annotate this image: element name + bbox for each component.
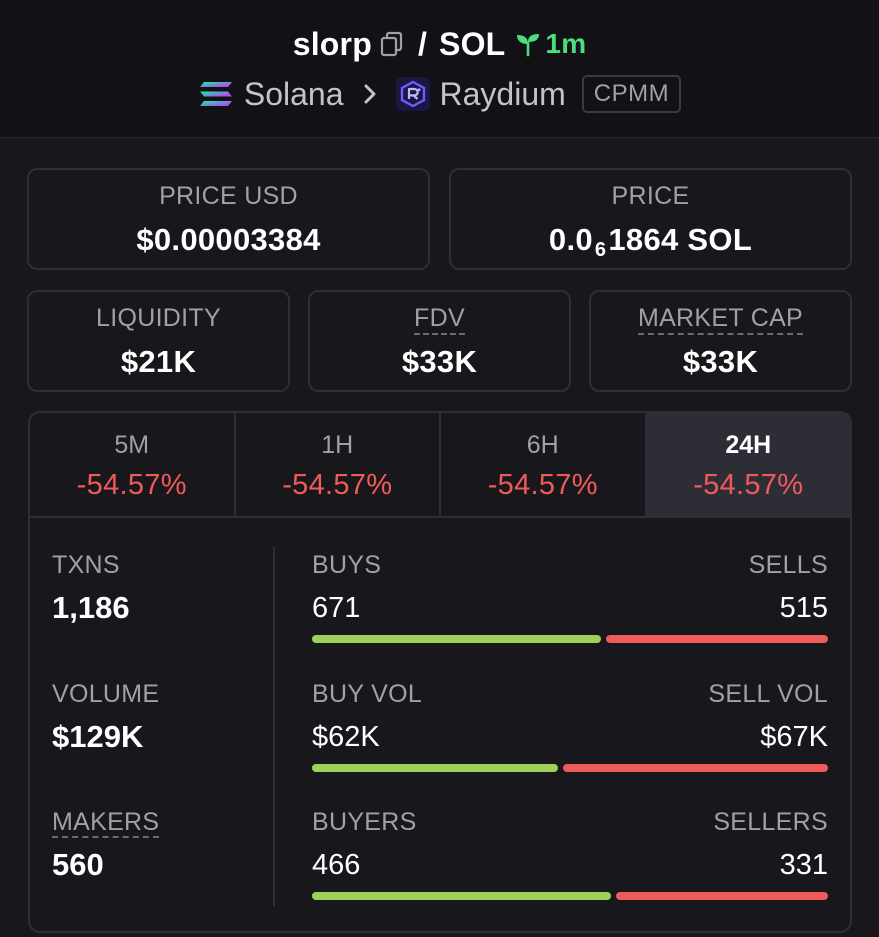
buys-value: 671 <box>312 592 361 624</box>
pool-type-badge: CPMM <box>581 75 682 113</box>
makers-metric: MAKERS 560 <box>52 808 160 883</box>
price-usd-value: $0.00003384 <box>136 222 321 257</box>
market-cap-label-wrap[interactable]: MARKET CAP <box>591 304 850 335</box>
price-native-prefix: 0.0 <box>548 222 593 257</box>
tab-24h[interactable]: 24H -54.57% <box>646 413 850 516</box>
buys-bar <box>312 635 601 643</box>
sellers-bar <box>616 892 828 900</box>
sell-vol-value: $67K <box>760 721 828 753</box>
makers-ratio-bar <box>312 892 828 900</box>
buy-vol-label: BUY VOL <box>312 680 423 708</box>
tab-24h-label: 24H <box>725 431 772 459</box>
dex-name: Raydium <box>439 75 566 112</box>
sell-vol-label: SELL VOL <box>708 680 828 708</box>
sellers-label: SELLERS <box>713 808 828 836</box>
raydium-icon <box>395 77 430 111</box>
fdv-value: $33K <box>401 344 478 379</box>
buy-vol-bar <box>312 764 558 772</box>
tab-1h[interactable]: 1H -54.57% <box>236 413 441 516</box>
stats-divider <box>273 547 275 907</box>
pair-header: slorp / SOL 1m <box>0 0 879 138</box>
volume-split: BUY VOL SELL VOL $62K $67K <box>312 680 828 772</box>
sells-label: SELLS <box>748 551 828 579</box>
breadcrumb: Solana Raydium CPMM <box>0 72 879 116</box>
fdv-label-wrap[interactable]: FDV <box>310 304 569 335</box>
pair-age: 1m <box>515 28 586 60</box>
fdv-card: FDV $33K <box>308 290 571 392</box>
tab-1h-label: 1H <box>321 431 354 459</box>
price-native-suffix: 1864 SOL <box>608 222 753 257</box>
sellers-value: 331 <box>779 849 828 881</box>
tab-5m-change: -54.57% <box>76 469 187 501</box>
makers-label-wrap[interactable]: MAKERS <box>52 808 160 838</box>
tab-1h-change: -54.57% <box>282 469 393 501</box>
tab-6h[interactable]: 6H -54.57% <box>441 413 647 516</box>
tab-6h-change: -54.57% <box>487 469 598 501</box>
liquidity-label: LIQUIDITY <box>96 304 221 332</box>
sell-vol-bar <box>563 764 828 772</box>
pair-age-text: 1m <box>545 28 587 59</box>
timeframe-tabs: 5M -54.57% 1H -54.57% 6H -54.57% 24H -54… <box>30 413 850 518</box>
volume-label: VOLUME <box>52 680 160 708</box>
chain-name: Solana <box>243 75 344 112</box>
makers-split: BUYERS SELLERS 466 331 <box>312 808 828 900</box>
price-native-card: PRICE 0.0 61864 SOL <box>449 168 852 270</box>
tab-5m[interactable]: 5M -54.57% <box>30 413 236 516</box>
tab-5m-label: 5M <box>114 431 150 459</box>
volume-metric: VOLUME $129K <box>52 680 159 755</box>
copy-icon[interactable] <box>380 31 404 57</box>
sells-bar <box>606 635 828 643</box>
chevron-right-icon <box>362 83 378 105</box>
price-usd-label: PRICE USD <box>159 182 298 210</box>
buyers-label: BUYERS <box>312 808 417 836</box>
chain-link[interactable]: Solana <box>198 76 344 113</box>
buyers-bar <box>312 892 611 900</box>
price-native-label: PRICE <box>611 182 690 210</box>
volume-value: $129K <box>52 719 144 754</box>
pair-separator: / <box>417 25 428 62</box>
solana-icon <box>199 82 232 106</box>
volume-ratio-bar <box>312 764 828 772</box>
buy-vol-value: $62K <box>312 721 380 753</box>
price-usd-card: PRICE USD $0.00003384 <box>27 168 430 270</box>
tab-6h-label: 6H <box>526 431 559 459</box>
txns-value: 1,186 <box>52 590 130 625</box>
buys-label: BUYS <box>312 551 382 579</box>
market-cap-value: $33K <box>682 344 759 379</box>
txns-metric: TXNS 1,186 <box>52 551 130 626</box>
fdv-label: FDV <box>414 304 465 335</box>
price-native-zero-count: 6 <box>594 239 607 261</box>
sprout-icon <box>517 34 540 57</box>
market-cap-label: MARKET CAP <box>637 304 804 335</box>
txns-ratio-bar <box>312 635 828 643</box>
market-cap-card: MARKET CAP $33K <box>589 290 852 392</box>
txns-label: TXNS <box>52 551 120 579</box>
tab-24h-change: -54.57% <box>693 469 804 501</box>
sells-value: 515 <box>779 592 828 624</box>
dex-link[interactable]: Raydium <box>395 75 566 113</box>
txns-split: BUYS SELLS 671 515 <box>312 551 828 643</box>
token-symbol: slorp <box>292 25 372 62</box>
quote-symbol: SOL <box>439 25 506 62</box>
makers-value: 560 <box>52 847 104 882</box>
makers-label: MAKERS <box>52 808 160 838</box>
liquidity-value: $21K <box>120 344 197 379</box>
pair-title: slorp / SOL 1m <box>0 22 879 66</box>
stats-panel: 5M -54.57% 1H -54.57% 6H -54.57% 24H -54… <box>28 411 852 933</box>
buyers-value: 466 <box>312 849 361 881</box>
price-native-value: 0.0 61864 SOL <box>451 222 850 262</box>
liquidity-card: LIQUIDITY $21K <box>27 290 290 392</box>
